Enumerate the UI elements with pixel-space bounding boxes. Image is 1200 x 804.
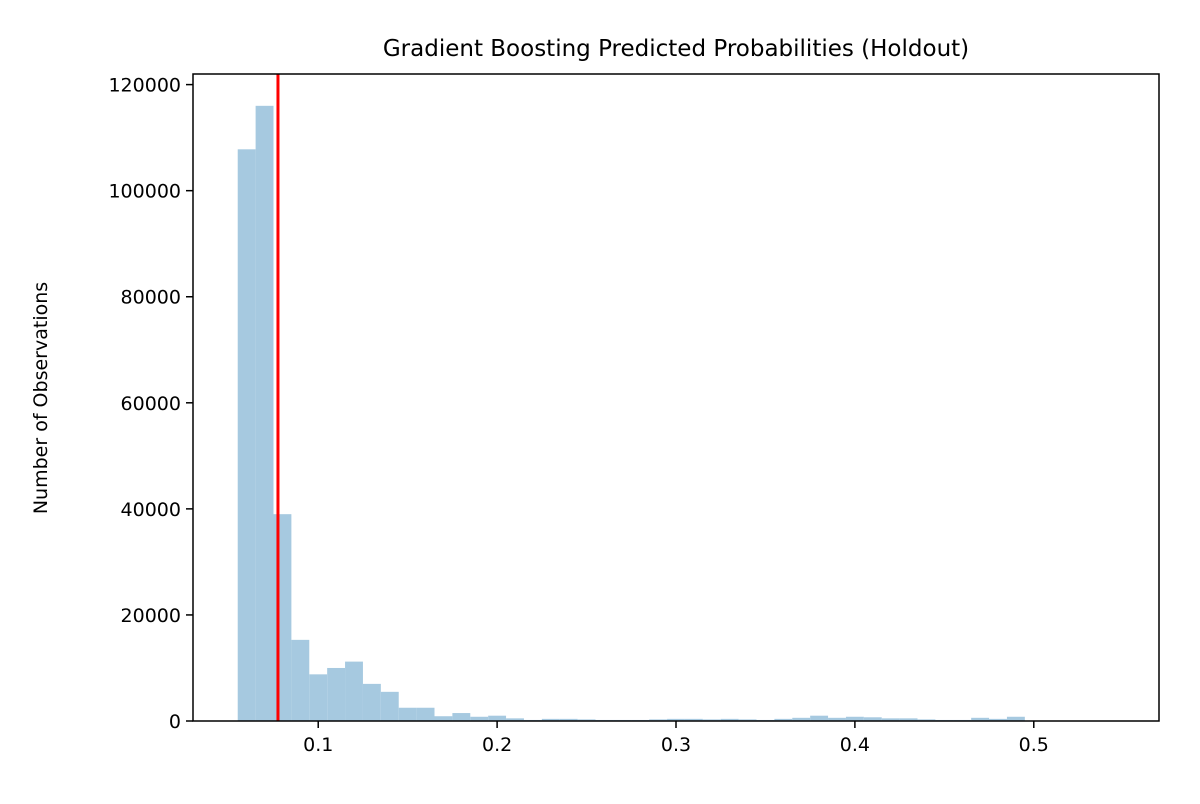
histogram-bar <box>577 719 596 721</box>
histogram-bar <box>416 707 435 721</box>
histogram-bar <box>362 683 381 721</box>
histogram-bar <box>971 717 990 721</box>
histogram-bar <box>541 718 560 721</box>
histogram-bar <box>380 691 399 721</box>
y-tick-label: 20000 <box>121 605 181 627</box>
histogram-bar <box>845 716 864 721</box>
histogram-bar <box>684 718 703 721</box>
histogram-bar <box>828 717 846 721</box>
histogram-bar <box>237 149 256 721</box>
histogram-bar <box>452 713 471 721</box>
histogram-bar <box>989 718 1007 721</box>
y-tick-label: 100000 <box>108 181 181 203</box>
histogram-bar <box>720 718 739 721</box>
plot-frame <box>192 73 1160 722</box>
histogram-bar <box>738 719 757 721</box>
histogram-bar <box>327 667 346 721</box>
x-axis-ticks: 0.1 0.2 0.3 0.4 0.5 <box>303 721 1049 756</box>
y-tick-label: 80000 <box>121 287 181 309</box>
histogram-bar <box>309 674 328 721</box>
x-tick-label: 0.4 <box>840 734 870 756</box>
bars-layer <box>237 105 1025 721</box>
histogram-bar <box>899 718 918 721</box>
histogram-bar <box>810 715 829 721</box>
histogram-bar <box>792 717 811 721</box>
histogram-bar <box>1006 716 1025 721</box>
histogram-bar <box>506 718 524 721</box>
histogram-bar <box>273 514 292 721</box>
y-tick-label: 60000 <box>121 393 181 415</box>
histogram-bar <box>345 661 363 721</box>
x-tick-label: 0.3 <box>661 734 691 756</box>
histogram-bar <box>917 719 936 721</box>
histogram-bar <box>863 717 882 721</box>
histogram-bar <box>470 716 489 721</box>
histogram-bar <box>398 707 417 721</box>
histogram-bar <box>702 719 721 721</box>
y-tick-label: 120000 <box>108 75 181 97</box>
histogram-bar <box>488 715 507 721</box>
y-axis-ticks: 0 20000 40000 60000 80000 100000 120000 <box>108 75 193 733</box>
x-tick-label: 0.1 <box>303 734 333 756</box>
histogram-bar <box>434 716 453 721</box>
histogram-bar <box>291 639 310 721</box>
chart-title: Gradient Boosting Predicted Probabilitie… <box>383 36 969 62</box>
x-tick-label: 0.5 <box>1019 734 1049 756</box>
x-tick-label: 0.2 <box>482 734 512 756</box>
histogram-bar <box>255 105 274 721</box>
histogram-bar <box>649 719 668 721</box>
y-tick-label: 0 <box>169 711 181 733</box>
histogram-bar <box>667 718 685 721</box>
histogram-bar <box>559 718 578 721</box>
histogram-bar <box>881 718 900 721</box>
y-axis-label: Number of Observations <box>30 282 52 514</box>
y-tick-label: 40000 <box>121 499 181 521</box>
histogram-bar <box>774 718 793 721</box>
